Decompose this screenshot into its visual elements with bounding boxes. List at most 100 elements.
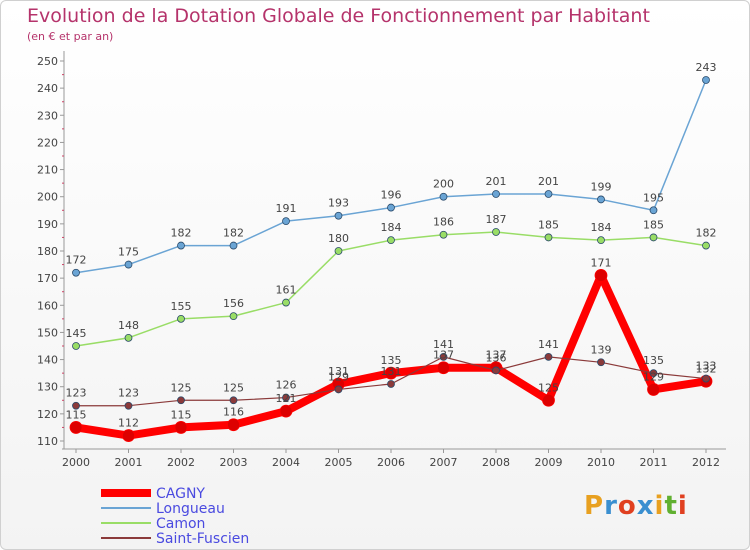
data-point	[439, 230, 448, 239]
data-label: 182	[696, 227, 717, 240]
logo-letter: i	[677, 491, 688, 521]
data-point	[437, 361, 450, 375]
data-point	[174, 421, 188, 434]
y-tick-label: 110	[37, 435, 58, 448]
data-label: 139	[591, 343, 612, 356]
data-point	[544, 190, 553, 198]
x-tick-label: 2008	[482, 456, 510, 469]
y-tick-label: 250	[37, 55, 58, 68]
chart-title: Evolution de la Dotation Globale de Fonc…	[27, 5, 650, 27]
x-tick-label: 2012	[692, 456, 720, 469]
y-tick-label: 230	[37, 109, 58, 122]
y-tick-label: 190	[37, 218, 58, 231]
data-point	[647, 383, 660, 396]
data-label: 180	[328, 232, 349, 245]
data-label: 135	[643, 354, 664, 367]
data-point	[597, 358, 605, 367]
y-tick-label: 120	[37, 408, 58, 421]
data-label: 137	[433, 349, 454, 362]
x-tick-label: 2000	[62, 456, 90, 469]
y-tick-label: 220	[37, 136, 58, 149]
data-label: 129	[643, 370, 664, 383]
legend-label: Camon	[156, 516, 205, 532]
data-point	[492, 366, 500, 375]
y-tick-label: 140	[37, 354, 58, 367]
data-label: 141	[433, 338, 454, 351]
y-tick-label: 200	[37, 191, 58, 204]
data-label: 137	[486, 349, 507, 362]
data-label: 182	[223, 227, 244, 240]
data-point	[282, 298, 290, 307]
data-label: 185	[538, 218, 559, 231]
data-label: 116	[223, 406, 244, 419]
data-label: 145	[66, 327, 87, 340]
x-tick-label: 2002	[167, 456, 195, 469]
legend-label: CAGNY	[156, 486, 205, 502]
data-point	[72, 268, 80, 277]
data-label: 156	[223, 297, 244, 310]
data-label: 123	[118, 387, 139, 400]
data-point	[597, 195, 605, 204]
data-label: 121	[276, 392, 297, 405]
data-label: 161	[276, 284, 297, 297]
data-point	[227, 418, 240, 432]
data-point	[649, 206, 658, 215]
x-tick-label: 2011	[640, 456, 668, 469]
data-label: 187	[486, 213, 507, 226]
legend-label: Saint-Fuscien	[156, 531, 249, 547]
logo-letter: i	[654, 491, 665, 521]
data-label: 125	[223, 381, 244, 394]
x-tick-label: 2006	[377, 456, 405, 469]
data-label: 129	[328, 370, 349, 383]
data-point	[387, 380, 395, 388]
data-point	[177, 241, 185, 250]
data-label: 201	[538, 175, 559, 188]
y-tick-label: 160	[37, 299, 58, 312]
data-label: 199	[591, 180, 612, 193]
y-tick-label: 170	[37, 272, 58, 285]
data-label: 123	[66, 387, 87, 400]
data-point	[649, 369, 658, 378]
data-point	[229, 312, 238, 321]
x-tick-label: 2004	[272, 456, 300, 469]
data-point	[279, 404, 293, 418]
x-tick-label: 2003	[220, 456, 248, 469]
x-tick-label: 2001	[115, 456, 143, 469]
data-label: 186	[433, 216, 454, 229]
data-label: 141	[538, 338, 559, 351]
data-label: 126	[276, 379, 297, 392]
data-label: 201	[486, 175, 507, 188]
data-point	[334, 211, 343, 220]
data-label: 184	[591, 221, 612, 234]
data-point	[387, 236, 395, 245]
data-label: 196	[381, 189, 402, 202]
chart-subtitle: (en € et par an)	[27, 30, 114, 43]
data-point	[544, 352, 553, 361]
data-label: 132	[696, 362, 717, 375]
data-label: 185	[643, 218, 664, 231]
data-label: 133	[696, 360, 717, 373]
data-label: 171	[591, 256, 612, 269]
data-label: 200	[433, 178, 454, 191]
proxiti-logo: Proxiti	[584, 491, 688, 521]
data-point	[492, 228, 500, 236]
data-point	[229, 396, 238, 405]
data-point	[282, 217, 290, 226]
x-tick-label: 2007	[430, 456, 458, 469]
data-point	[594, 269, 608, 282]
data-label: 125	[538, 381, 559, 394]
data-point	[282, 393, 290, 402]
data-point	[439, 352, 448, 361]
x-tick-label: 2010	[587, 456, 615, 469]
data-label: 131	[328, 365, 349, 378]
data-label: 136	[486, 351, 507, 364]
data-point	[384, 366, 398, 380]
data-label: 112	[118, 417, 139, 430]
data-point	[702, 241, 710, 250]
logo-letter: P	[584, 491, 605, 521]
x-tick-label: 2009	[535, 456, 563, 469]
logo-letter: x	[636, 491, 655, 521]
data-point	[122, 429, 135, 442]
data-label: 148	[118, 319, 139, 332]
